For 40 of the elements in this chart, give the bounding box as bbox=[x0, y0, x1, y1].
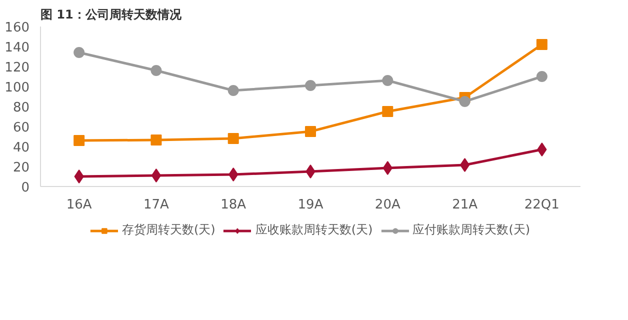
point bbox=[74, 170, 84, 184]
point bbox=[305, 80, 316, 91]
y-tick-label: 120 bbox=[4, 60, 30, 76]
x-tick-label: 17A bbox=[143, 198, 170, 212]
y-tick-label: 0 bbox=[21, 180, 30, 196]
point bbox=[74, 135, 85, 146]
y-tick-label: 140 bbox=[4, 40, 30, 56]
point bbox=[228, 85, 239, 96]
x-tick-label: 16A bbox=[66, 198, 92, 212]
point bbox=[228, 168, 238, 182]
y-tick-label: 160 bbox=[4, 20, 30, 36]
point bbox=[382, 106, 394, 117]
legend-label: 存货周转天数(天) bbox=[122, 222, 216, 238]
point bbox=[228, 133, 239, 144]
point bbox=[536, 39, 548, 50]
legend-label: 应付账款周转天数(天) bbox=[412, 222, 530, 238]
point bbox=[74, 47, 85, 58]
legend-label: 应收账款周转天数(天) bbox=[255, 222, 373, 238]
x-tick-label: 20A bbox=[374, 198, 400, 212]
y-tick-label: 40 bbox=[12, 140, 30, 156]
point bbox=[536, 71, 548, 82]
point bbox=[305, 126, 316, 137]
y-tick-label: 80 bbox=[12, 100, 30, 116]
y-tick-label: 20 bbox=[12, 160, 30, 176]
x-tick-label: 21A bbox=[452, 198, 478, 212]
chart-title: 图 11：公司周转天数情况 bbox=[40, 8, 182, 22]
point bbox=[150, 65, 162, 76]
x-tick-label: 18A bbox=[220, 198, 246, 212]
point bbox=[150, 134, 162, 146]
point bbox=[460, 158, 470, 172]
point bbox=[382, 75, 394, 86]
x-tick-label: 19A bbox=[298, 198, 324, 212]
point bbox=[382, 161, 392, 175]
x-tick-label: 22Q1 bbox=[524, 198, 560, 212]
point bbox=[306, 164, 316, 178]
point bbox=[537, 142, 547, 156]
y-tick-label: 100 bbox=[4, 80, 30, 96]
point bbox=[151, 168, 162, 182]
y-tick-label: 60 bbox=[12, 120, 30, 136]
point bbox=[459, 96, 470, 107]
